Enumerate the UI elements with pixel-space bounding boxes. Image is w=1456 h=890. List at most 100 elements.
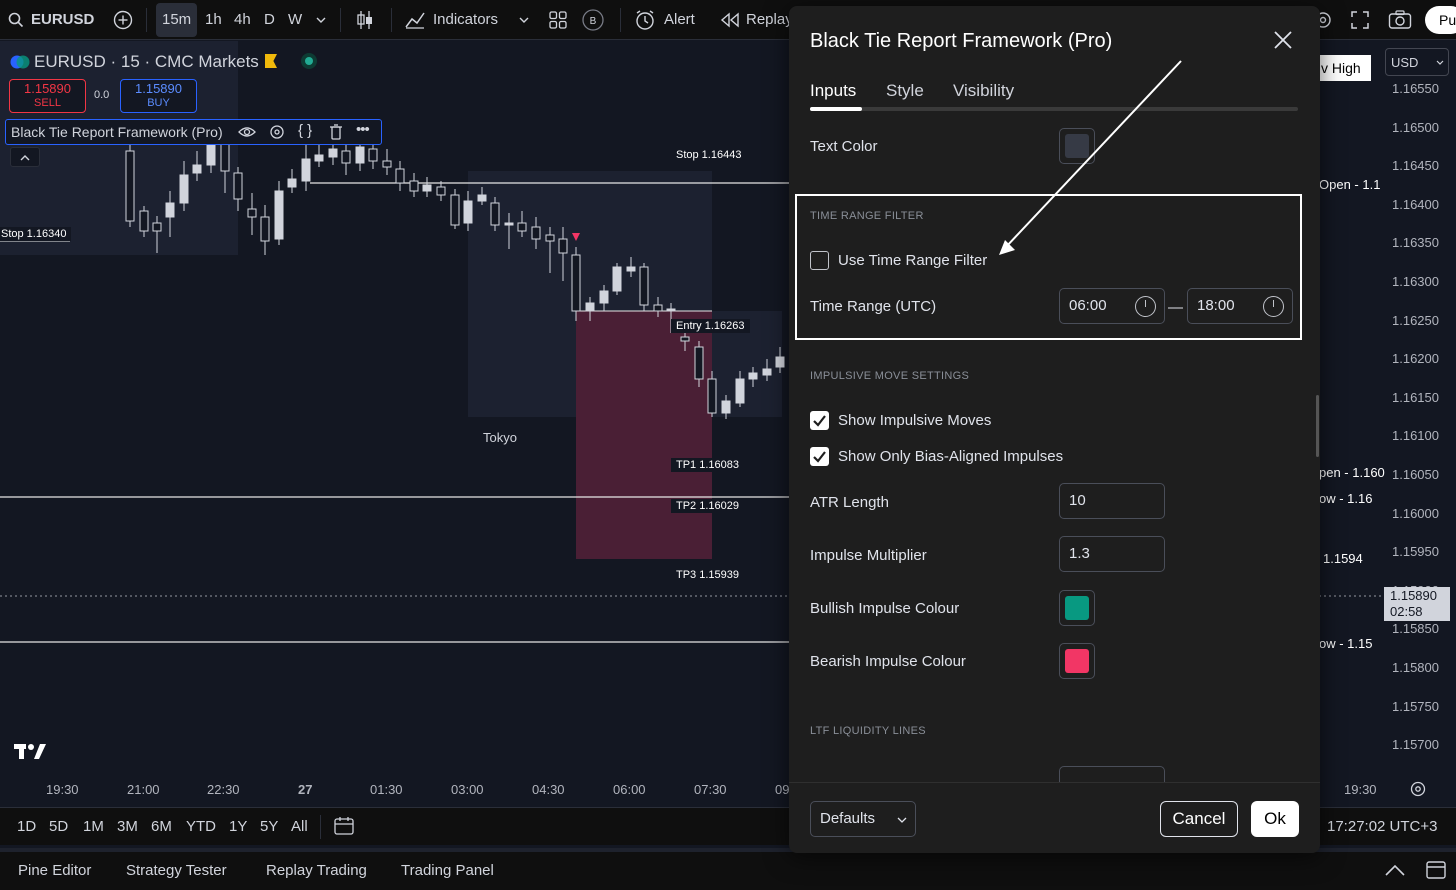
tab-inputs[interactable]: Inputs (810, 81, 857, 100)
candle-body (450, 194, 460, 226)
bullish-colour-picker[interactable] (1059, 590, 1095, 626)
alarm-clock-icon[interactable] (634, 9, 656, 31)
clock-icon[interactable] (1263, 296, 1284, 317)
range-5d[interactable]: 5D (49, 818, 69, 835)
annotation-arrow (999, 60, 1182, 255)
layout-grid-icon[interactable] (548, 10, 568, 30)
text-color-picker[interactable] (1059, 128, 1095, 164)
interval-15m[interactable]: 15m (156, 3, 198, 37)
candle-body (721, 400, 731, 414)
show-bias-aligned-label[interactable]: Show Only Bias-Aligned Impulses (838, 448, 1064, 465)
camera-icon[interactable] (1388, 10, 1412, 30)
tab-trading-panel[interactable]: Trading Panel (401, 862, 494, 879)
symbol-search[interactable]: EURUSD (31, 11, 95, 28)
candles-icon[interactable] (355, 9, 375, 31)
more-options-icon[interactable]: ••• (356, 121, 370, 138)
indicator-name: Black Tie Report Framework (Pro) (11, 124, 223, 140)
currency-label: USD (1391, 55, 1419, 70)
tradingview-logo[interactable] (14, 741, 48, 761)
search-icon[interactable] (8, 12, 24, 28)
impulse-multiplier-input[interactable]: 1.3 (1059, 536, 1165, 572)
candle-body (517, 222, 527, 232)
tab-replay-trading[interactable]: Replay Trading (266, 862, 367, 879)
tab-style[interactable]: Style (886, 81, 924, 100)
badge-b-icon[interactable]: B (581, 9, 605, 31)
chevron-up-icon[interactable] (1384, 863, 1406, 877)
indicators-icon[interactable] (404, 10, 426, 30)
clock-icon[interactable] (1135, 296, 1156, 317)
interval-w[interactable]: W (288, 11, 303, 28)
axis-settings-icon[interactable] (1409, 780, 1427, 798)
next-input-partial[interactable] (1059, 766, 1165, 782)
candle-body (762, 368, 772, 376)
alert-button[interactable]: Alert (664, 11, 695, 28)
interval-4h[interactable]: 4h (234, 11, 251, 28)
chart-canvas[interactable] (0, 41, 1456, 807)
flag-icon[interactable] (265, 54, 277, 68)
candle-body (463, 200, 473, 224)
chevron-down-icon[interactable] (316, 16, 326, 24)
tab-strategy-tester[interactable]: Strategy Tester (126, 862, 227, 879)
range-ytd[interactable]: YTD (186, 818, 216, 835)
replay-icon[interactable] (720, 12, 740, 28)
time-axis-tick: 07:30 (694, 782, 727, 797)
price-axis-tick: 1.16450 (1392, 158, 1439, 174)
price-axis-tick: 1.16300 (1392, 274, 1439, 289)
bearish-colour-swatch (1065, 649, 1089, 673)
sell-button[interactable]: 1.15890 SELL (9, 79, 86, 113)
use-time-range-checkbox[interactable] (810, 251, 829, 270)
bar-countdown: 02:58 (1390, 604, 1423, 619)
candle-body (735, 378, 745, 404)
tab-visibility[interactable]: Visibility (953, 81, 1015, 100)
dialog-scrollbar[interactable] (1316, 395, 1319, 457)
trash-icon[interactable] (329, 124, 343, 140)
show-impulsive-moves-checkbox[interactable] (810, 411, 829, 430)
candle-body (571, 254, 581, 312)
interval-1h[interactable]: 1h (205, 11, 222, 28)
currency-selector[interactable]: USD (1385, 48, 1449, 76)
bearish-colour-picker[interactable] (1059, 643, 1095, 679)
interval-d[interactable]: D (264, 11, 275, 28)
indicators-button[interactable]: Indicators (433, 11, 499, 28)
range-all[interactable]: All (291, 818, 308, 835)
candle-body (355, 146, 365, 164)
range-1d[interactable]: 1D (17, 818, 37, 835)
publish-button[interactable]: Pu (1425, 6, 1456, 34)
range-1y[interactable]: 1Y (229, 818, 248, 835)
chart-legend-title[interactable]: EURUSD · 15 · CMC Markets (34, 52, 259, 71)
range-1m[interactable]: 1M (83, 818, 104, 835)
candle-body (653, 304, 663, 312)
add-symbol-icon[interactable] (113, 10, 133, 30)
close-icon[interactable] (1271, 28, 1295, 52)
buy-button[interactable]: 1.15890 BUY (120, 79, 197, 113)
time-end-input[interactable]: 18:00 (1187, 288, 1293, 324)
show-impulsive-moves-label[interactable]: Show Impulsive Moves (838, 412, 992, 429)
source-code-icon[interactable]: { } (298, 122, 313, 139)
defaults-dropdown[interactable]: Defaults (810, 801, 916, 837)
utc-clock[interactable]: 17:27:02 UTC+3 (1327, 818, 1438, 835)
fullscreen-icon[interactable] (1351, 11, 1369, 29)
range-6m[interactable]: 6M (151, 818, 172, 835)
indicator-legend[interactable]: Black Tie Report Framework (Pro) { } ••• (5, 119, 382, 145)
atr-length-input[interactable]: 10 (1059, 483, 1165, 519)
inputs-scroll-area[interactable]: Text Color TIME RANGE FILTER Use Time Ra… (789, 116, 1320, 782)
replay-button[interactable]: Replay (746, 11, 793, 28)
cancel-button[interactable]: Cancel (1160, 801, 1238, 837)
chevron-down-icon (897, 817, 907, 823)
ok-button[interactable]: Ok (1251, 801, 1299, 837)
candle-body (775, 356, 785, 368)
go-to-date-icon[interactable] (333, 816, 355, 836)
use-time-range-label[interactable]: Use Time Range Filter (838, 252, 988, 269)
settings-icon[interactable] (269, 124, 285, 140)
tab-pine-editor[interactable]: Pine Editor (18, 862, 92, 879)
range-3m[interactable]: 3M (117, 818, 138, 835)
show-bias-aligned-checkbox[interactable] (810, 447, 829, 466)
maximize-panel-icon[interactable] (1425, 860, 1447, 880)
entry-label: Entry 1.16263 (671, 319, 750, 333)
time-start-input[interactable]: 06:00 (1059, 288, 1165, 324)
range-5y[interactable]: 5Y (260, 818, 279, 835)
chevron-down-icon[interactable] (519, 16, 529, 24)
collapse-legend-button[interactable] (10, 147, 40, 167)
candle-body (531, 226, 541, 240)
eye-icon[interactable] (238, 125, 256, 139)
